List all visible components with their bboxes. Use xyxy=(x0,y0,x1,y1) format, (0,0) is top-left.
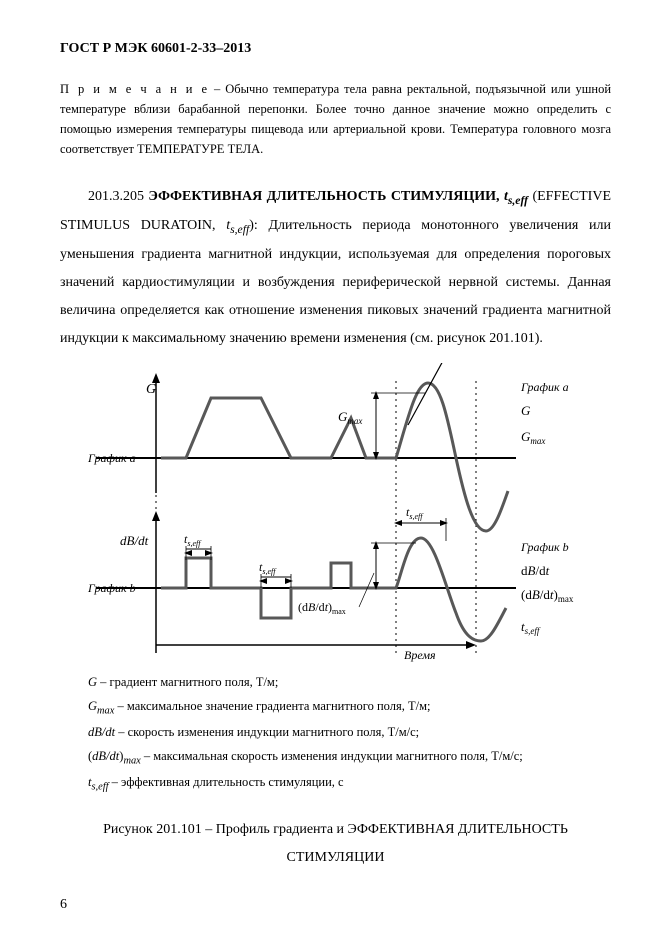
legend-dBdt: dB/dt xyxy=(521,563,550,578)
arrowhead xyxy=(285,578,293,584)
gmax-label: Gmax xyxy=(338,409,362,426)
legend-grafik-a: График а xyxy=(520,380,569,394)
figure-legend: G – градиент магнитного поля, Т/м; Gmax … xyxy=(88,671,611,797)
arrowhead xyxy=(373,541,379,549)
arrowhead xyxy=(152,373,160,383)
arrowhead xyxy=(466,641,476,649)
tseff-label: ts,eff xyxy=(259,560,277,576)
axis-label-dBdt: dB/dt xyxy=(120,533,149,548)
legend-dBdtmax: (dB/dt)max xyxy=(521,587,574,604)
label-grafik-a-left: График а xyxy=(87,451,136,465)
legend-G: G xyxy=(521,403,531,418)
section-number: 201.3.205 xyxy=(88,189,144,204)
arrowhead xyxy=(259,578,267,584)
doc-header: ГОСТ Р МЭК 60601-2-33–2013 xyxy=(60,40,611,59)
tseff-label: ts,eff xyxy=(406,505,424,521)
tseff-label: ts,eff xyxy=(184,532,202,548)
arrowhead xyxy=(394,520,402,526)
label-grafik-b-left: График b xyxy=(87,581,136,595)
figure-caption: Рисунок 201.101 – Профиль градиента и ЭФ… xyxy=(60,816,611,872)
legend-line: ts,eff – эффективная длительность стимул… xyxy=(88,771,611,797)
note-paragraph: П р и м е ч а н и е – Обычно температура… xyxy=(60,79,611,159)
legend-line: dB/dt – скорость изменения индукции магн… xyxy=(88,721,611,745)
note-lead: П р и м е ч а н и е xyxy=(60,82,209,96)
page-number: 6 xyxy=(60,896,611,915)
legend-Gmax: Gmax xyxy=(521,429,545,446)
legend-grafik-b: График b xyxy=(520,540,569,554)
arrowhead xyxy=(440,520,448,526)
legend-tseff: ts,eff xyxy=(521,619,541,636)
arrowhead xyxy=(184,550,192,556)
arrowhead xyxy=(205,550,213,556)
legend-line: (dB/dt)max – максимальная скорость измен… xyxy=(88,745,611,771)
axis-label-G: G xyxy=(146,382,156,397)
dbdtmax-label: (dB/dt)max xyxy=(298,600,346,616)
legend-line: Gmax – максимальное значение градиента м… xyxy=(88,695,611,721)
legend-line: G – градиент магнитного поля, Т/м; xyxy=(88,671,611,695)
definition-body: ): Длительность периода монотонного увел… xyxy=(60,218,611,346)
figure-201-101: G График а Gmax График а G Gmax dB/dt Гр… xyxy=(76,363,596,663)
time-label: Время xyxy=(404,648,436,662)
curve-bottom xyxy=(161,538,506,641)
definition-paragraph: 201.3.205 ЭФФЕКТИВНАЯ ДЛИТЕЛЬНОСТЬ СТИМУ… xyxy=(60,183,611,353)
arrowhead xyxy=(373,391,379,399)
arrowhead xyxy=(152,511,160,521)
term-ru: ЭФФЕКТИВНАЯ ДЛИТЕЛЬНОСТЬ СТИМУЛЯЦИИ, xyxy=(148,189,499,204)
leader-line xyxy=(359,573,374,607)
